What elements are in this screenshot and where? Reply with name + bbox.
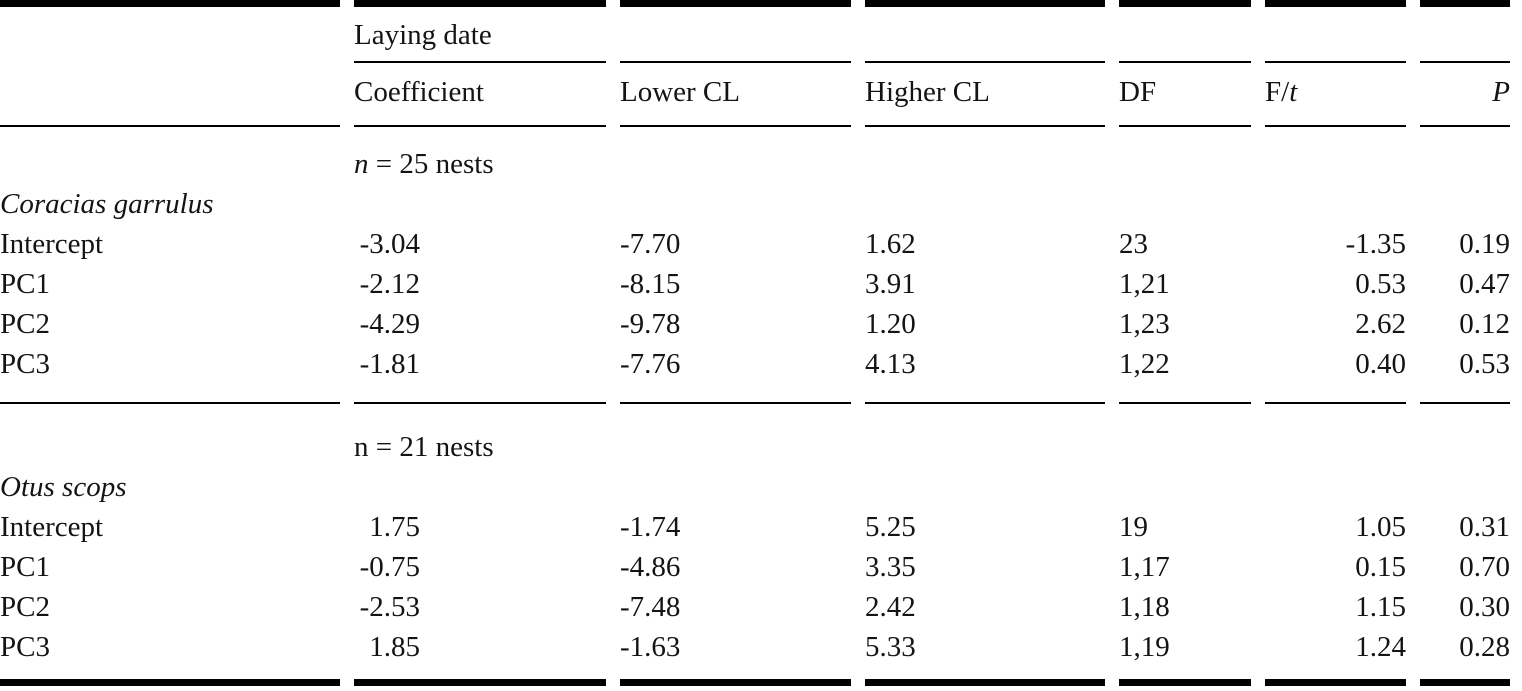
n-variable: n	[354, 148, 369, 180]
cell-lower-cl: -7.70	[620, 228, 681, 260]
group-header: Laying date	[354, 0, 606, 63]
row-label: PC1	[0, 268, 50, 300]
table-row: PC3 1.85 -1.63 5.33 1,19 1.24 0.28	[0, 627, 1510, 686]
cell-ft: 1.15	[1355, 591, 1406, 623]
cell-coefficient: -4.29	[359, 308, 420, 340]
sample-size-note: n = 25 nests	[354, 127, 1510, 184]
cell-coefficient: 1.85	[354, 627, 606, 686]
species-row: Otus scops	[0, 467, 1510, 507]
cell-p: 0.53	[1420, 344, 1510, 404]
section-otus-scops: n = 21 nests Otus scops Intercept 1.75 -…	[0, 404, 1510, 686]
cell-higher-cl: 5.33	[865, 627, 1105, 686]
cell-lower-cl: -4.86	[620, 551, 681, 583]
cell-ft: -1.35	[1345, 228, 1406, 260]
cell-p: 0.19	[1459, 228, 1510, 260]
row-label: Intercept	[0, 511, 104, 543]
cell-p: 0.12	[1459, 308, 1510, 340]
cell-coefficient: -3.04	[359, 228, 420, 260]
row-label: PC2	[0, 308, 50, 340]
section-coracias-garrulus: n = 25 nests Coracias garrulus Intercept…	[0, 127, 1510, 404]
cell-ft: 1.05	[1355, 511, 1406, 543]
cell-coefficient: 1.75	[369, 511, 420, 543]
table-row: Intercept 1.75 -1.74 5.25 19 1.05 0.31	[0, 507, 1510, 547]
cell-df: 1,17	[1119, 551, 1170, 583]
cell-lower-cl: -1.63	[620, 627, 851, 686]
column-header-df: DF	[1119, 63, 1251, 127]
n-variable: n	[354, 431, 369, 463]
ft-variable: t	[1289, 76, 1298, 108]
cell-coefficient: -0.75	[359, 551, 420, 583]
cell-higher-cl: 2.42	[865, 591, 916, 623]
cell-p: 0.28	[1420, 627, 1510, 686]
table-row: PC2 -2.53 -7.48 2.42 1,18 1.15 0.30	[0, 587, 1510, 627]
cell-lower-cl: -7.76	[620, 344, 851, 404]
n-text: = 25 nests	[368, 148, 494, 180]
ft-prefix: F/	[1265, 76, 1290, 108]
column-header-p: P	[1420, 63, 1510, 127]
cell-lower-cl: -7.48	[620, 591, 681, 623]
row-label: PC3	[0, 627, 340, 686]
column-header-lower-cl: Lower CL	[620, 63, 851, 127]
table-row: PC1 -2.12 -8.15 3.91 1,21 0.53 0.47	[0, 264, 1510, 304]
cell-df: 19	[1119, 511, 1148, 543]
cell-ft: 1.24	[1265, 627, 1406, 686]
cell-higher-cl: 1.62	[865, 228, 916, 260]
column-header-row: Coefficient Lower CL Higher CL DF F/t P	[0, 63, 1510, 127]
cell-lower-cl: -9.78	[620, 308, 681, 340]
cell-df: 1,22	[1119, 344, 1251, 404]
cell-higher-cl: 5.25	[865, 511, 916, 543]
cell-p: 0.31	[1459, 511, 1510, 543]
empty-header-cell	[0, 63, 340, 127]
table-row: PC2 -4.29 -9.78 1.20 1,23 2.62 0.12	[0, 304, 1510, 344]
species-name: Otus scops	[0, 471, 127, 503]
cell-df: 1,23	[1119, 308, 1170, 340]
species-name: Coracias garrulus	[0, 188, 214, 220]
cell-ft: 2.62	[1355, 308, 1406, 340]
n-text: = 21 nests	[368, 431, 494, 463]
cell-df: 1,18	[1119, 591, 1170, 623]
cell-lower-cl: -8.15	[620, 268, 681, 300]
row-label: PC1	[0, 551, 50, 583]
cell-higher-cl: 3.35	[865, 551, 916, 583]
column-header-coefficient: Coefficient	[354, 63, 606, 127]
cell-p: 0.47	[1459, 268, 1510, 300]
cell-df: 23	[1119, 228, 1148, 260]
table-row: PC1 -0.75 -4.86 3.35 1,17 0.15 0.70	[0, 547, 1510, 587]
empty-corner-cell	[0, 0, 340, 63]
cell-df: 1,19	[1119, 627, 1251, 686]
table-row: PC3 -1.81 -7.76 4.13 1,22 0.40 0.53	[0, 344, 1510, 404]
column-header-ft: F/t	[1265, 63, 1406, 127]
sample-size-row: n = 21 nests	[0, 404, 1510, 467]
table-row: Intercept -3.04 -7.70 1.62 23 -1.35 0.19	[0, 224, 1510, 264]
cell-p: 0.70	[1459, 551, 1510, 583]
table-head: Laying date Coefficient Lower CL Higher …	[0, 0, 1510, 127]
sample-size-note: n = 21 nests	[354, 404, 1510, 467]
species-row: Coracias garrulus	[0, 184, 1510, 224]
cell-ft: 0.40	[1265, 344, 1406, 404]
cell-coefficient: -1.81	[354, 344, 606, 404]
row-label: PC3	[0, 344, 340, 404]
row-label: Intercept	[0, 228, 104, 260]
row-label: PC2	[0, 591, 50, 623]
cell-p: 0.30	[1459, 591, 1510, 623]
sample-size-row: n = 25 nests	[0, 127, 1510, 184]
cell-coefficient: -2.53	[359, 591, 420, 623]
group-header-row: Laying date	[0, 0, 1510, 63]
cell-ft: 0.15	[1355, 551, 1406, 583]
cell-df: 1,21	[1119, 268, 1170, 300]
cell-higher-cl: 1.20	[865, 308, 916, 340]
cell-lower-cl: -1.74	[620, 511, 681, 543]
cell-higher-cl: 3.91	[865, 268, 916, 300]
cell-coefficient: -2.12	[359, 268, 420, 300]
cell-ft: 0.53	[1355, 268, 1406, 300]
column-header-higher-cl: Higher CL	[865, 63, 1105, 127]
cell-higher-cl: 4.13	[865, 344, 1105, 404]
